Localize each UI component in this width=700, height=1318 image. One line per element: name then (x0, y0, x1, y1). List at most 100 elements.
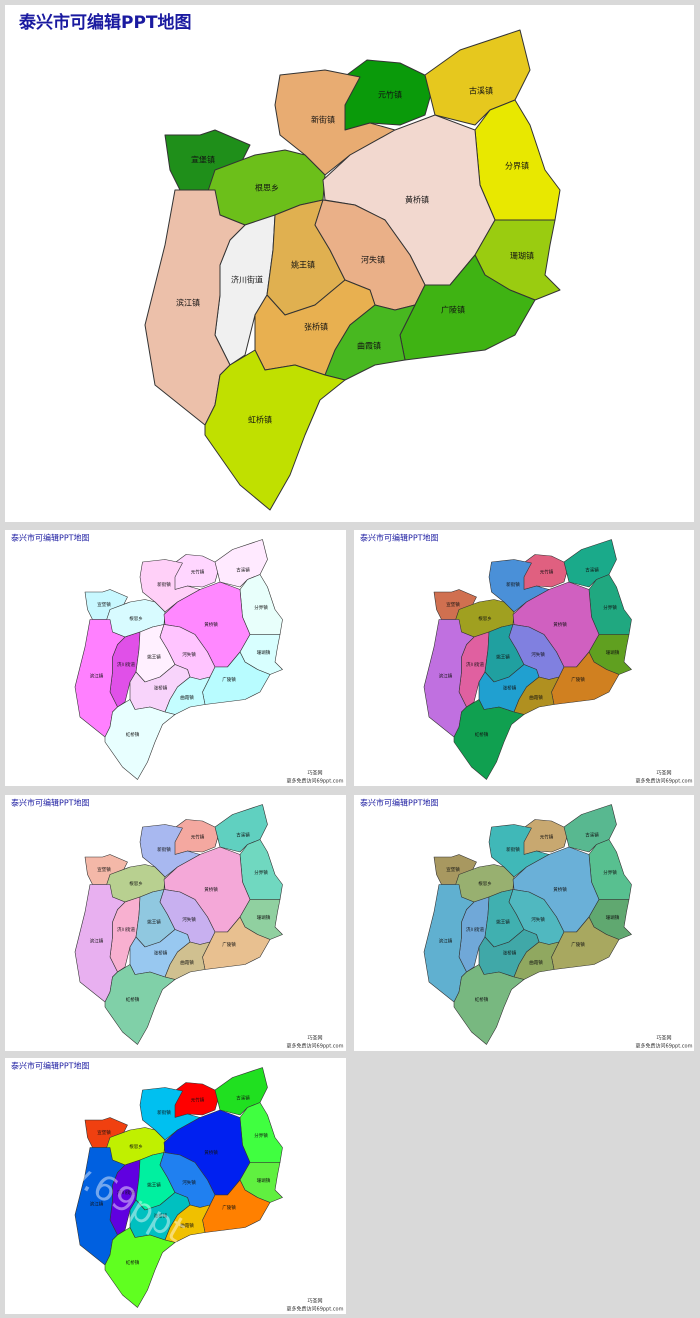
region-label: 曲霞镇 (180, 694, 194, 701)
region-label: 新街镇 (157, 581, 171, 588)
region-label: 新街镇 (157, 846, 171, 853)
region-label: 姚王镇 (496, 654, 510, 661)
slide-title: 泰兴市可编辑PPT地图 (11, 533, 90, 543)
region-label: 虹桥镇 (248, 415, 272, 425)
region-label: 宣堡镇 (97, 601, 111, 608)
region-label: 新街镇 (311, 115, 335, 125)
region-label: 河失镇 (531, 916, 545, 923)
region (164, 1204, 211, 1243)
region-label: 古溪镇 (585, 832, 599, 839)
region-label: 根思乡 (478, 880, 492, 887)
region-label: 曲霞镇 (180, 1222, 194, 1229)
region-label: 张桥镇 (154, 685, 168, 692)
region-label: 广陵镇 (441, 305, 465, 315)
region-label: 根思乡 (129, 615, 143, 622)
region (513, 941, 560, 980)
region (164, 676, 211, 715)
region-label: 张桥镇 (503, 950, 517, 957)
slide-title: 泰兴市可编辑PPT地图 (360, 798, 439, 808)
region-label: 黄桥镇 (553, 886, 567, 893)
region-label: 济川街道 (117, 926, 135, 933)
region-label: 古溪镇 (236, 567, 250, 574)
region-label: 古溪镇 (236, 1095, 250, 1102)
region (104, 964, 176, 1045)
region (324, 304, 416, 381)
region-label: 宣堡镇 (97, 866, 111, 873)
region-label: 济川街道 (117, 661, 135, 668)
footer-text: 巧圣网 (307, 1035, 322, 1042)
region-label: 新街镇 (157, 1109, 171, 1116)
region-label: 宣堡镇 (97, 1129, 111, 1136)
region-label: 分界镇 (603, 604, 617, 611)
region-label: 黄桥镇 (553, 621, 567, 628)
region-label: 珊瑚镇 (510, 251, 534, 261)
region-label: 元竹镇 (191, 834, 205, 841)
footer-text: 巧圣网 (656, 770, 671, 777)
slide-title: 泰兴市可编辑PPT地图 (360, 533, 439, 543)
region-label: 古溪镇 (469, 86, 493, 96)
region-label: 根思乡 (129, 1143, 143, 1150)
region-label: 珊瑚镇 (606, 914, 620, 921)
region-label: 珊瑚镇 (257, 649, 271, 656)
region (144, 189, 246, 426)
region-label: 济川街道 (466, 661, 484, 668)
region-label: 姚王镇 (147, 919, 161, 926)
region-label: 古溪镇 (236, 832, 250, 839)
region-label: 滨江镇 (90, 938, 104, 945)
region-label: 滨江镇 (439, 673, 453, 680)
footer-text: 巧圣网 (307, 1298, 322, 1305)
region-label: 姚王镇 (147, 1182, 161, 1189)
region (453, 699, 525, 780)
region-label: 虹桥镇 (475, 996, 489, 1003)
footer-text: 巧圣网 (307, 770, 322, 777)
region-label: 虹桥镇 (126, 731, 140, 738)
region-label: 姚王镇 (147, 654, 161, 661)
region-label: 广陵镇 (222, 941, 236, 948)
region (104, 699, 176, 780)
region-label: 分界镇 (254, 869, 268, 876)
region-label: 珊瑚镇 (257, 1177, 271, 1184)
region-label: 姚王镇 (496, 919, 510, 926)
footer-text: 更多免费访问69ppt.com (287, 778, 344, 785)
region-label: 广陵镇 (222, 1204, 236, 1211)
region (164, 941, 211, 980)
region-label: 根思乡 (255, 183, 279, 193)
region (423, 619, 475, 738)
region-label: 虹桥镇 (126, 1259, 140, 1266)
region-label: 元竹镇 (191, 1097, 205, 1104)
region-label: 分界镇 (505, 161, 529, 171)
region-label: 虹桥镇 (475, 731, 489, 738)
region (74, 1147, 126, 1266)
footer-text: 巧圣网 (656, 1035, 671, 1042)
region-label: 滨江镇 (176, 298, 200, 308)
region-label: 宣堡镇 (446, 866, 460, 873)
region-label: 黄桥镇 (204, 621, 218, 628)
region (204, 349, 346, 511)
slide-title: 泰兴市可编辑PPT地图 (11, 1061, 90, 1071)
region-label: 张桥镇 (154, 950, 168, 957)
region-label: 河失镇 (182, 1179, 196, 1186)
region-label: 滨江镇 (90, 1201, 104, 1208)
region-label: 河失镇 (182, 651, 196, 658)
region-label: 分界镇 (603, 869, 617, 876)
region-label: 姚王镇 (291, 260, 315, 270)
region-label: 曲霞镇 (529, 959, 543, 966)
region (453, 964, 525, 1045)
region-label: 张桥镇 (304, 322, 328, 332)
region-label: 曲霞镇 (529, 694, 543, 701)
region-label: 新街镇 (506, 846, 520, 853)
region-label: 分界镇 (254, 1132, 268, 1139)
region-label: 元竹镇 (540, 834, 554, 841)
region (423, 884, 475, 1003)
region-label: 广陵镇 (571, 676, 585, 683)
